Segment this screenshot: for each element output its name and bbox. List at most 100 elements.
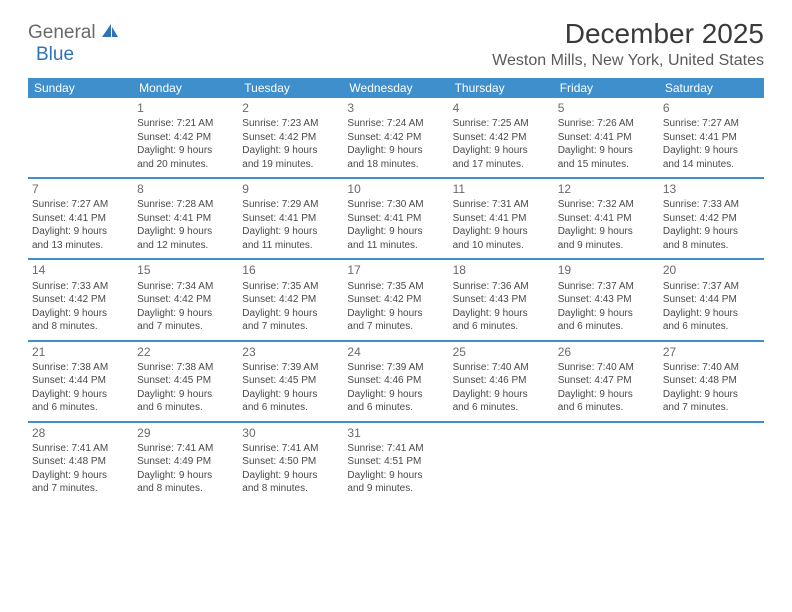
sunset-line: Sunset: 4:43 PM [453,293,550,307]
calendar-cell: 24Sunrise: 7:39 AMSunset: 4:46 PMDayligh… [343,342,448,421]
daylight-line-1: Daylight: 9 hours [347,225,444,239]
sunset-line: Sunset: 4:41 PM [242,212,339,226]
sunrise-line: Sunrise: 7:37 AM [663,280,760,294]
sunrise-line: Sunrise: 7:41 AM [137,442,234,456]
sunrise-line: Sunrise: 7:27 AM [663,117,760,131]
header: General December 2025 Weston Mills, New … [28,18,764,70]
daylight-line-2: and 6 minutes. [663,320,760,334]
daylight-line-2: and 8 minutes. [137,482,234,496]
calendar-cell: 10Sunrise: 7:30 AMSunset: 4:41 PMDayligh… [343,179,448,258]
sunrise-line: Sunrise: 7:41 AM [242,442,339,456]
sunrise-line: Sunrise: 7:28 AM [137,198,234,212]
calendar-cell: 21Sunrise: 7:38 AMSunset: 4:44 PMDayligh… [28,342,133,421]
month-title: December 2025 [492,18,764,50]
daylight-line-2: and 6 minutes. [32,401,129,415]
calendar-cell: 8Sunrise: 7:28 AMSunset: 4:41 PMDaylight… [133,179,238,258]
calendar-cell: 11Sunrise: 7:31 AMSunset: 4:41 PMDayligh… [449,179,554,258]
daylight-line-1: Daylight: 9 hours [32,225,129,239]
calendar-cell [449,423,554,502]
calendar-cell: 22Sunrise: 7:38 AMSunset: 4:45 PMDayligh… [133,342,238,421]
calendar-cell: 27Sunrise: 7:40 AMSunset: 4:48 PMDayligh… [659,342,764,421]
sunset-line: Sunset: 4:41 PM [558,131,655,145]
sunrise-line: Sunrise: 7:25 AM [453,117,550,131]
title-block: December 2025 Weston Mills, New York, Un… [492,18,764,70]
sunrise-line: Sunrise: 7:35 AM [242,280,339,294]
calendar-cell: 14Sunrise: 7:33 AMSunset: 4:42 PMDayligh… [28,260,133,339]
sunrise-line: Sunrise: 7:38 AM [137,361,234,375]
daylight-line-2: and 19 minutes. [242,158,339,172]
daylight-line-1: Daylight: 9 hours [242,469,339,483]
sunset-line: Sunset: 4:44 PM [32,374,129,388]
day-number: 8 [137,181,234,197]
sunset-line: Sunset: 4:41 PM [453,212,550,226]
daylight-line-2: and 7 minutes. [137,320,234,334]
day-number: 25 [453,344,550,360]
sunset-line: Sunset: 4:42 PM [453,131,550,145]
sunset-line: Sunset: 4:50 PM [242,455,339,469]
sunrise-line: Sunrise: 7:39 AM [347,361,444,375]
sunset-line: Sunset: 4:42 PM [242,293,339,307]
sunrise-line: Sunrise: 7:40 AM [558,361,655,375]
day-number: 21 [32,344,129,360]
calendar-cell: 9Sunrise: 7:29 AMSunset: 4:41 PMDaylight… [238,179,343,258]
calendar-cell: 20Sunrise: 7:37 AMSunset: 4:44 PMDayligh… [659,260,764,339]
daylight-line-1: Daylight: 9 hours [453,388,550,402]
day-number: 19 [558,262,655,278]
day-header: Wednesday [343,78,448,98]
sunset-line: Sunset: 4:51 PM [347,455,444,469]
sunrise-line: Sunrise: 7:21 AM [137,117,234,131]
brand-logo: General [28,18,122,44]
day-number: 28 [32,425,129,441]
sunrise-line: Sunrise: 7:23 AM [242,117,339,131]
daylight-line-1: Daylight: 9 hours [558,144,655,158]
daylight-line-2: and 6 minutes. [558,320,655,334]
calendar-cell: 3Sunrise: 7:24 AMSunset: 4:42 PMDaylight… [343,98,448,177]
day-number: 30 [242,425,339,441]
sunrise-line: Sunrise: 7:35 AM [347,280,444,294]
day-number: 10 [347,181,444,197]
daylight-line-1: Daylight: 9 hours [32,469,129,483]
day-number: 12 [558,181,655,197]
day-number: 9 [242,181,339,197]
day-header: Friday [554,78,659,98]
calendar-cell [554,423,659,502]
daylight-line-1: Daylight: 9 hours [32,307,129,321]
calendar-cell: 23Sunrise: 7:39 AMSunset: 4:45 PMDayligh… [238,342,343,421]
day-header: Thursday [449,78,554,98]
brand-part2: Blue [36,44,74,66]
day-number: 17 [347,262,444,278]
calendar-cell: 26Sunrise: 7:40 AMSunset: 4:47 PMDayligh… [554,342,659,421]
sunset-line: Sunset: 4:48 PM [32,455,129,469]
calendar-cell: 6Sunrise: 7:27 AMSunset: 4:41 PMDaylight… [659,98,764,177]
calendar-cell: 13Sunrise: 7:33 AMSunset: 4:42 PMDayligh… [659,179,764,258]
day-number: 31 [347,425,444,441]
daylight-line-1: Daylight: 9 hours [347,144,444,158]
day-number: 15 [137,262,234,278]
calendar-cell: 19Sunrise: 7:37 AMSunset: 4:43 PMDayligh… [554,260,659,339]
daylight-line-2: and 20 minutes. [137,158,234,172]
daylight-line-2: and 14 minutes. [663,158,760,172]
day-number: 22 [137,344,234,360]
day-number: 6 [663,100,760,116]
daylight-line-1: Daylight: 9 hours [558,225,655,239]
daylight-line-1: Daylight: 9 hours [347,469,444,483]
sunset-line: Sunset: 4:46 PM [347,374,444,388]
calendar-cell: 15Sunrise: 7:34 AMSunset: 4:42 PMDayligh… [133,260,238,339]
calendar-cell: 18Sunrise: 7:36 AMSunset: 4:43 PMDayligh… [449,260,554,339]
day-header: Sunday [28,78,133,98]
daylight-line-1: Daylight: 9 hours [663,144,760,158]
sunset-line: Sunset: 4:47 PM [558,374,655,388]
sunset-line: Sunset: 4:42 PM [137,293,234,307]
day-number: 4 [453,100,550,116]
daylight-line-2: and 9 minutes. [347,482,444,496]
calendar-cell: 7Sunrise: 7:27 AMSunset: 4:41 PMDaylight… [28,179,133,258]
sunrise-line: Sunrise: 7:31 AM [453,198,550,212]
calendar-cell: 16Sunrise: 7:35 AMSunset: 4:42 PMDayligh… [238,260,343,339]
day-header: Monday [133,78,238,98]
sunrise-line: Sunrise: 7:41 AM [32,442,129,456]
calendar-cell: 17Sunrise: 7:35 AMSunset: 4:42 PMDayligh… [343,260,448,339]
daylight-line-2: and 8 minutes. [663,239,760,253]
daylight-line-2: and 8 minutes. [32,320,129,334]
daylight-line-2: and 13 minutes. [32,239,129,253]
sunset-line: Sunset: 4:45 PM [137,374,234,388]
